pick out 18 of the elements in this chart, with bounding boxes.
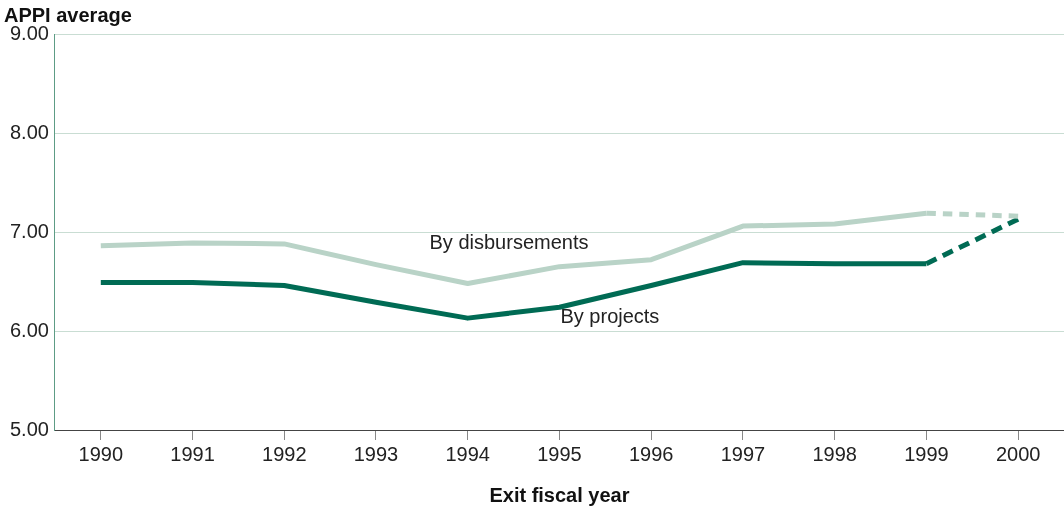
x-tick-label: 1991 [170,442,215,465]
y-tick-label: 6.00 [9,318,49,341]
x-tick-label: 1990 [78,442,124,465]
x-tick-label: 1999 [904,442,949,465]
series-label: By projects [560,304,660,327]
y-tick-label: 7.00 [9,219,49,242]
x-tick-label: 1993 [353,442,399,465]
x-axis-title: Exit fiscal year [489,483,630,506]
x-tick-label: 1994 [445,442,490,465]
x-tick-label: 1998 [812,442,857,465]
y-tick-label: 8.00 [9,120,49,143]
x-tick-label: 1995 [537,442,582,465]
x-tick-label: 1992 [262,442,307,465]
series-label: By disbursements [429,231,589,254]
y-tick-label: 5.00 [9,417,49,440]
x-tick-label: 2000 [995,442,1041,465]
x-tick-label: 1996 [628,442,674,465]
x-tick-label: 1997 [720,442,766,465]
